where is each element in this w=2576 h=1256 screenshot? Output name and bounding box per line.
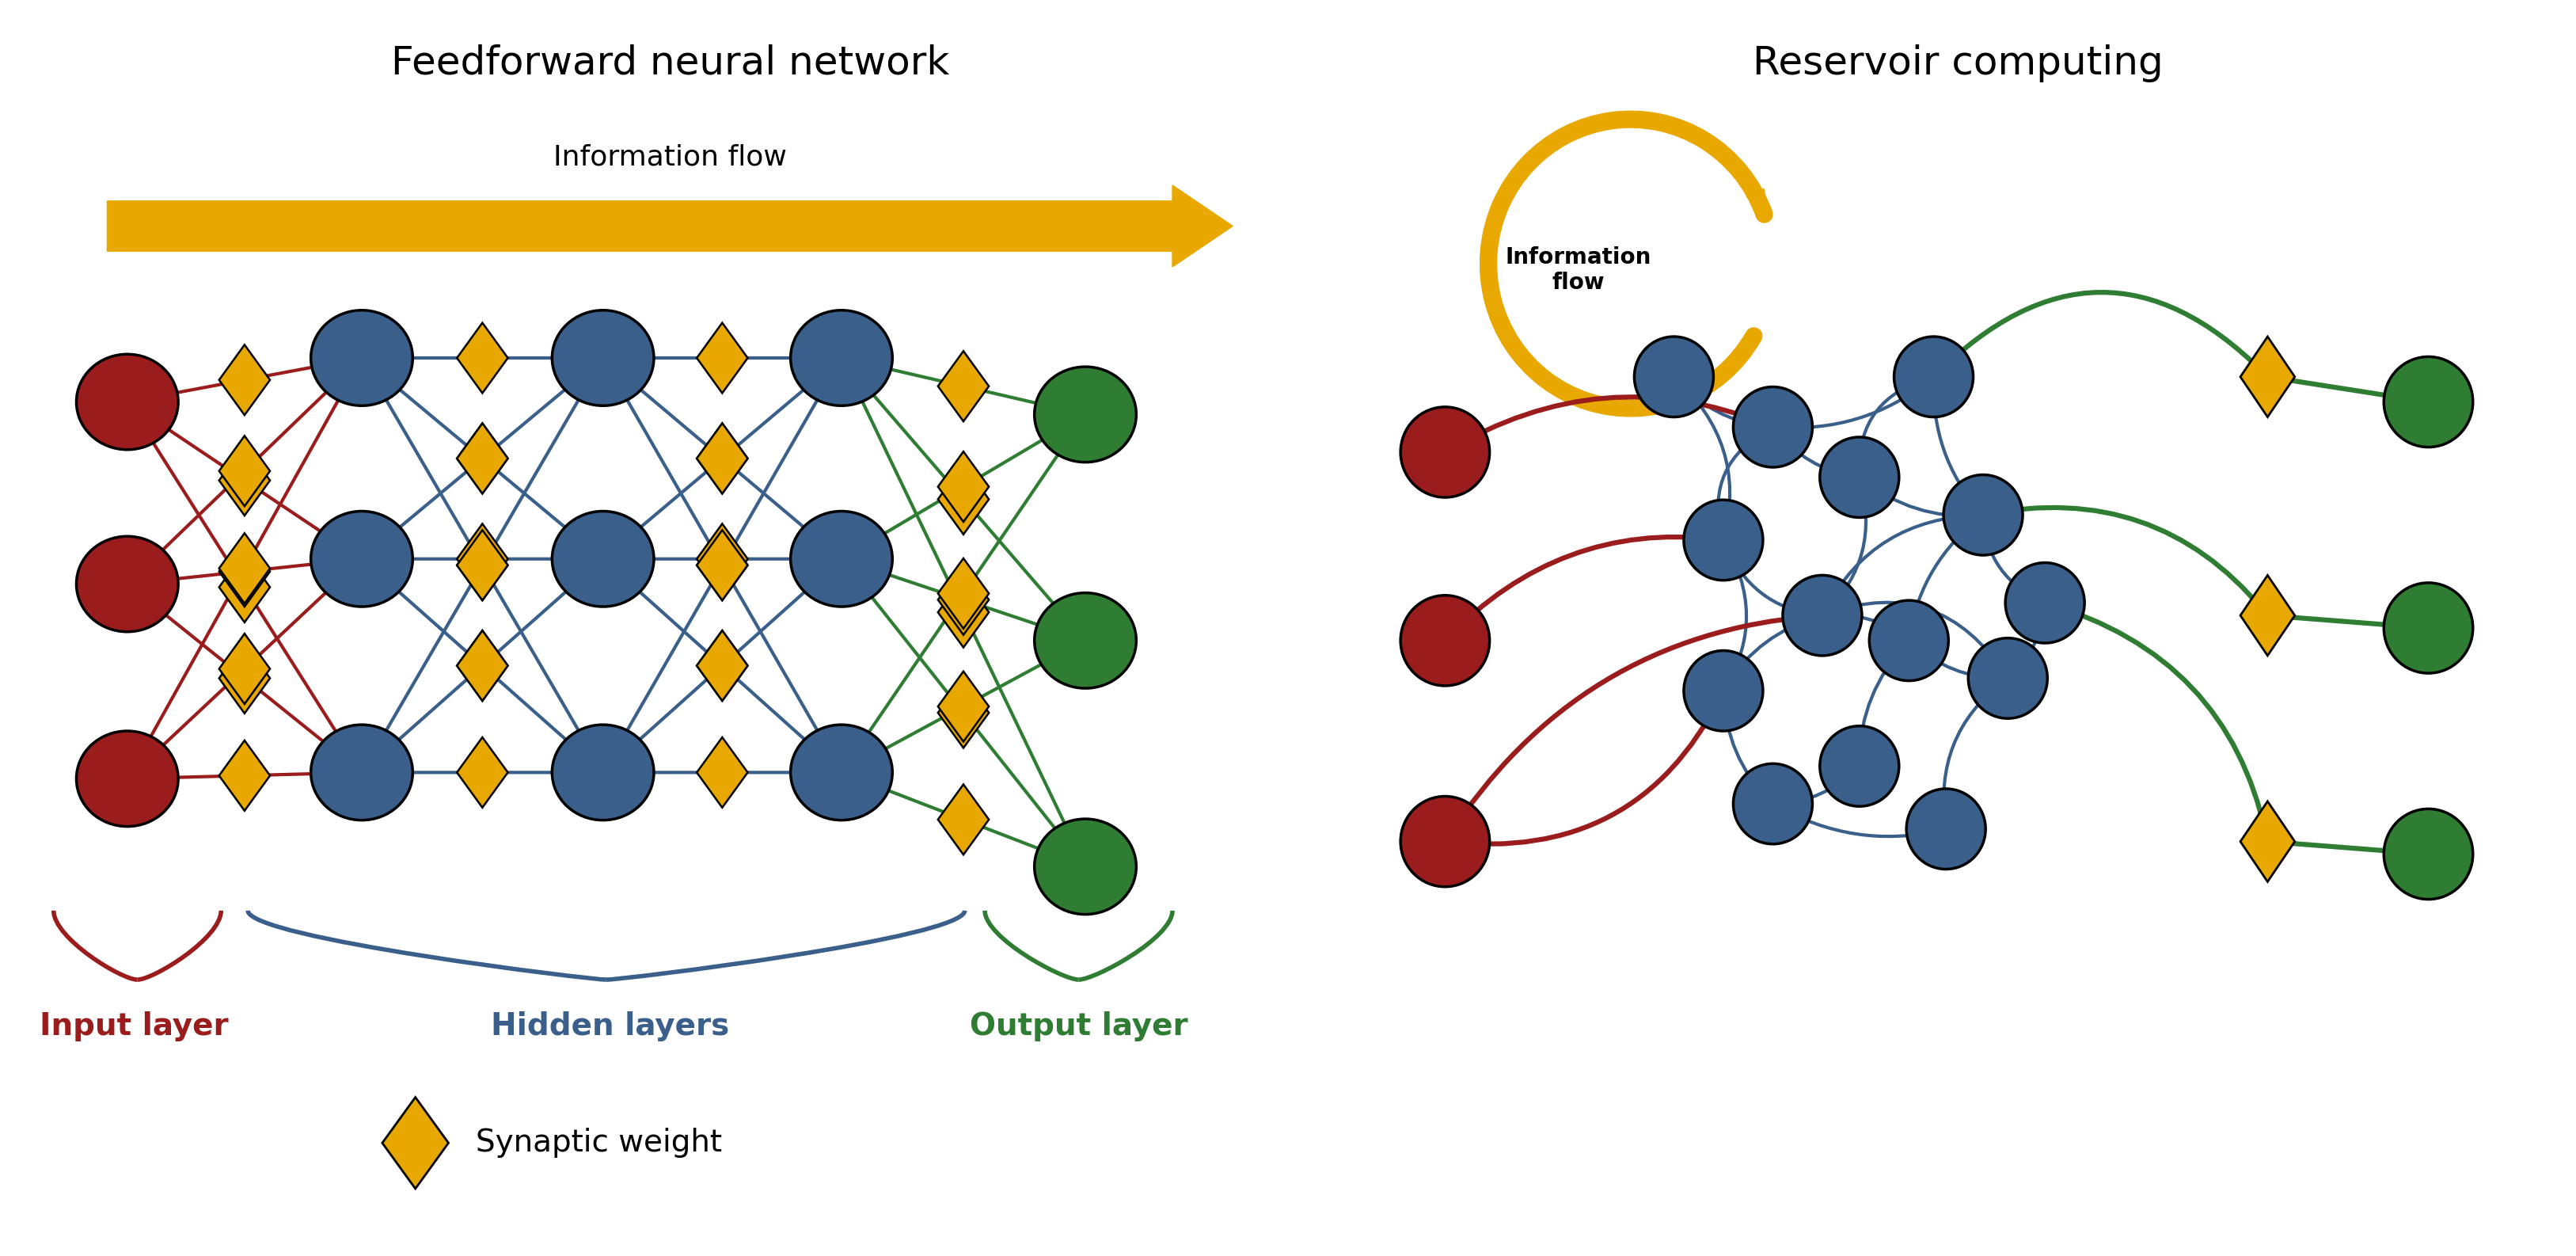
Polygon shape [938,578,989,648]
Polygon shape [2239,801,2295,882]
Circle shape [312,310,412,406]
Polygon shape [219,553,270,623]
Polygon shape [938,451,989,522]
Polygon shape [219,436,270,506]
Circle shape [1734,387,1811,467]
Circle shape [1819,726,1899,806]
Circle shape [2383,357,2473,447]
Circle shape [1401,595,1489,686]
Text: Information flow: Information flow [554,143,786,171]
Polygon shape [381,1098,448,1188]
Circle shape [77,731,178,826]
Circle shape [77,354,178,450]
Polygon shape [219,741,270,811]
Circle shape [1783,575,1862,656]
Circle shape [791,310,891,406]
Circle shape [791,725,891,820]
Text: Hidden layers: Hidden layers [489,1011,729,1041]
Circle shape [1868,600,1947,681]
Text: Synaptic weight: Synaptic weight [477,1128,721,1158]
Polygon shape [938,671,989,741]
Circle shape [551,511,654,607]
Polygon shape [938,565,989,636]
Polygon shape [696,423,747,494]
Circle shape [1682,500,1762,580]
Text: Output layer: Output layer [969,1011,1188,1041]
Polygon shape [456,631,507,701]
Polygon shape [938,463,989,535]
Circle shape [77,536,178,632]
Polygon shape [219,643,270,713]
Circle shape [2383,583,2473,673]
Circle shape [551,310,654,406]
Polygon shape [2239,337,2295,417]
Text: Reservoir computing: Reservoir computing [1752,44,2164,82]
Text: Information
flow: Information flow [1504,246,1651,294]
FancyArrow shape [108,186,1231,268]
Text: Feedforward neural network: Feedforward neural network [392,44,948,82]
Polygon shape [696,530,747,600]
Polygon shape [456,530,507,600]
Polygon shape [456,423,507,494]
Circle shape [312,725,412,820]
Circle shape [1633,337,1713,417]
Polygon shape [938,558,989,628]
Polygon shape [696,631,747,701]
Polygon shape [696,530,747,600]
Polygon shape [456,524,507,594]
Polygon shape [2239,575,2295,656]
Polygon shape [696,524,747,594]
Polygon shape [456,323,507,393]
Polygon shape [456,423,507,494]
Polygon shape [456,631,507,701]
Circle shape [1968,638,2048,718]
Circle shape [1033,367,1136,462]
Circle shape [1033,593,1136,688]
Circle shape [551,725,654,820]
Polygon shape [696,323,747,393]
Circle shape [1033,819,1136,914]
Polygon shape [456,530,507,600]
Circle shape [791,511,891,607]
Polygon shape [696,631,747,701]
Polygon shape [219,536,270,607]
Polygon shape [938,678,989,749]
Circle shape [312,511,412,607]
Circle shape [1893,337,1973,417]
Circle shape [2004,563,2084,643]
Circle shape [1942,475,2022,555]
Circle shape [1682,651,1762,731]
Text: Input layer: Input layer [39,1011,229,1041]
Polygon shape [219,633,270,703]
Circle shape [1819,437,1899,517]
Polygon shape [219,344,270,414]
Circle shape [1401,407,1489,497]
Circle shape [1401,796,1489,887]
Polygon shape [219,533,270,604]
Polygon shape [696,737,747,808]
Circle shape [1734,764,1811,844]
Polygon shape [456,737,507,808]
Polygon shape [938,350,989,422]
Polygon shape [696,423,747,494]
Polygon shape [219,445,270,515]
Polygon shape [938,784,989,854]
Circle shape [2383,809,2473,899]
Circle shape [1906,789,1986,869]
